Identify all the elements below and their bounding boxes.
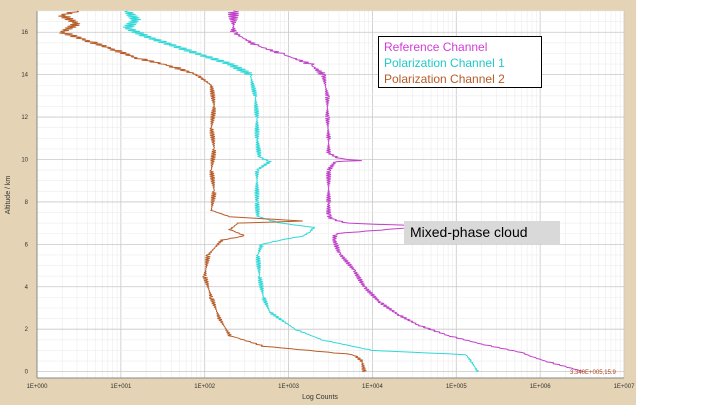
series-group: [58, 10, 584, 373]
cursor-readout: 3.340E+005,15.9: [570, 370, 617, 376]
legend-entry-polarization-2: Polarization Channel 2: [384, 72, 505, 86]
x-tick-label: 1E+007: [614, 384, 636, 390]
y-tick-label: 14: [21, 73, 28, 79]
y-tick-label: 0: [25, 370, 29, 376]
y-tick-label: 16: [21, 30, 28, 36]
legend: Reference Channel Polarization Channel 1…: [378, 36, 542, 88]
series-line-1: [227, 10, 584, 373]
x-tick-label: 1E+005: [446, 384, 468, 390]
series-line-3: [58, 10, 367, 373]
y-tick-label: 6: [25, 242, 29, 248]
x-axis-label: Log Counts: [302, 394, 338, 401]
legend-entry-polarization-1: Polarization Channel 1: [384, 56, 505, 70]
y-axis-label: Altitude / km: [5, 176, 12, 215]
y-tick-label: 2: [25, 327, 29, 333]
x-tick-label: 1E+006: [530, 384, 552, 390]
x-tick-label: 1E+004: [362, 384, 384, 390]
x-tick-label: 1E+003: [278, 384, 300, 390]
tick-labels: 1E+000 1E+001 1E+002 1E+003 1E+004 1E+005 1E+0…: [21, 30, 635, 390]
x-tick-label: 1E+000: [27, 384, 49, 390]
x-tick-label: 1E+001: [110, 384, 132, 390]
mixed-phase-cloud-annotation: Mixed-phase cloud: [404, 221, 560, 244]
y-tick-label: 8: [25, 200, 29, 206]
x-tick-label: 1E+002: [194, 384, 216, 390]
legend-entry-reference: Reference Channel: [384, 40, 488, 54]
y-tick-label: 10: [21, 157, 28, 163]
series-line-2: [122, 10, 479, 373]
y-tick-label: 12: [21, 115, 28, 121]
y-tick-label: 4: [25, 285, 29, 291]
